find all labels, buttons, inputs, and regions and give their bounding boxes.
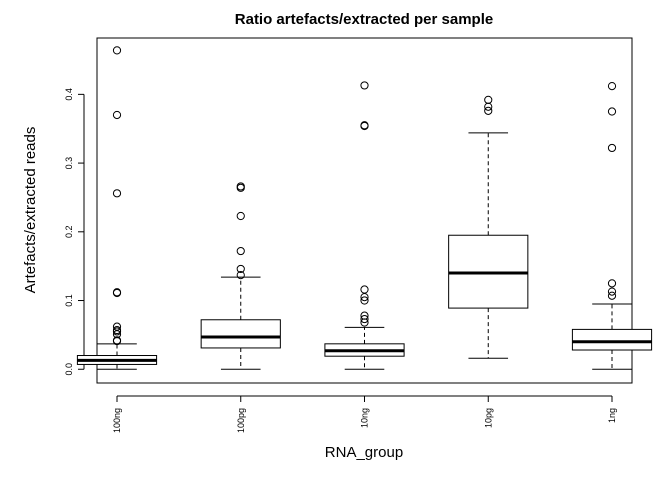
outlier-point: [236, 264, 245, 274]
y-tick-label: 0.2: [64, 226, 74, 239]
x-tick-label: 10pg: [483, 408, 493, 428]
outlier-point: [112, 288, 122, 297]
outlier-point: [236, 182, 245, 191]
outlier-point: [112, 110, 122, 120]
outlier-point: [112, 325, 122, 335]
outlier-point: [607, 82, 617, 91]
outlier-point: [360, 121, 369, 130]
x-axis-label: RNA_group: [325, 444, 403, 461]
outlier-point: [607, 143, 617, 153]
outlier-point: [607, 287, 617, 296]
box-10ng: [324, 81, 405, 370]
x-tick-label: 1ng: [607, 408, 617, 423]
outlier-point: [360, 81, 369, 90]
y-tick-label: 0.1: [64, 294, 74, 307]
x-tick-label: 100pg: [236, 408, 246, 433]
plot-frame: [96, 37, 633, 384]
box-100pg: [200, 182, 281, 370]
outlier-point: [360, 285, 369, 294]
outlier-point: [112, 322, 122, 331]
outlier-point: [360, 314, 369, 324]
box-10pg: [448, 95, 529, 359]
outlier-point: [236, 211, 245, 221]
box-100ng: [76, 46, 158, 370]
outlier-point: [360, 311, 369, 320]
outlier-point: [236, 246, 245, 256]
x-axis: 100ng 100pg 10ng 10pg 1ng: [112, 395, 617, 433]
outlier-point: [607, 279, 617, 288]
y-tick-label: 0.3: [64, 157, 74, 170]
outlier-point: [112, 336, 122, 345]
boxplot-series: [76, 46, 653, 370]
outlier-point: [112, 189, 122, 198]
outlier-point: [112, 46, 122, 55]
outlier-point: [484, 106, 493, 115]
x-tick-label: 10ng: [360, 408, 370, 428]
outlier-point: [236, 271, 245, 280]
outlier-point: [484, 102, 493, 111]
outlier-point: [484, 95, 493, 104]
y-tick-label: 0.0: [64, 363, 74, 376]
iqr-box: [200, 319, 281, 349]
y-axis: 0.0 0.1 0.2 0.3 0.4: [64, 88, 85, 376]
y-axis-label: Artefacts/extracted reads: [22, 127, 39, 294]
outlier-point: [607, 291, 617, 300]
iqr-box: [571, 328, 653, 351]
chart-title: Ratio artefacts/extracted per sample: [235, 11, 493, 28]
y-tick-label: 0.4: [64, 88, 74, 101]
outlier-point: [607, 107, 617, 116]
x-tick-label: 100ng: [112, 408, 122, 433]
box-1ng: [571, 82, 653, 370]
outlier-point: [360, 296, 369, 305]
